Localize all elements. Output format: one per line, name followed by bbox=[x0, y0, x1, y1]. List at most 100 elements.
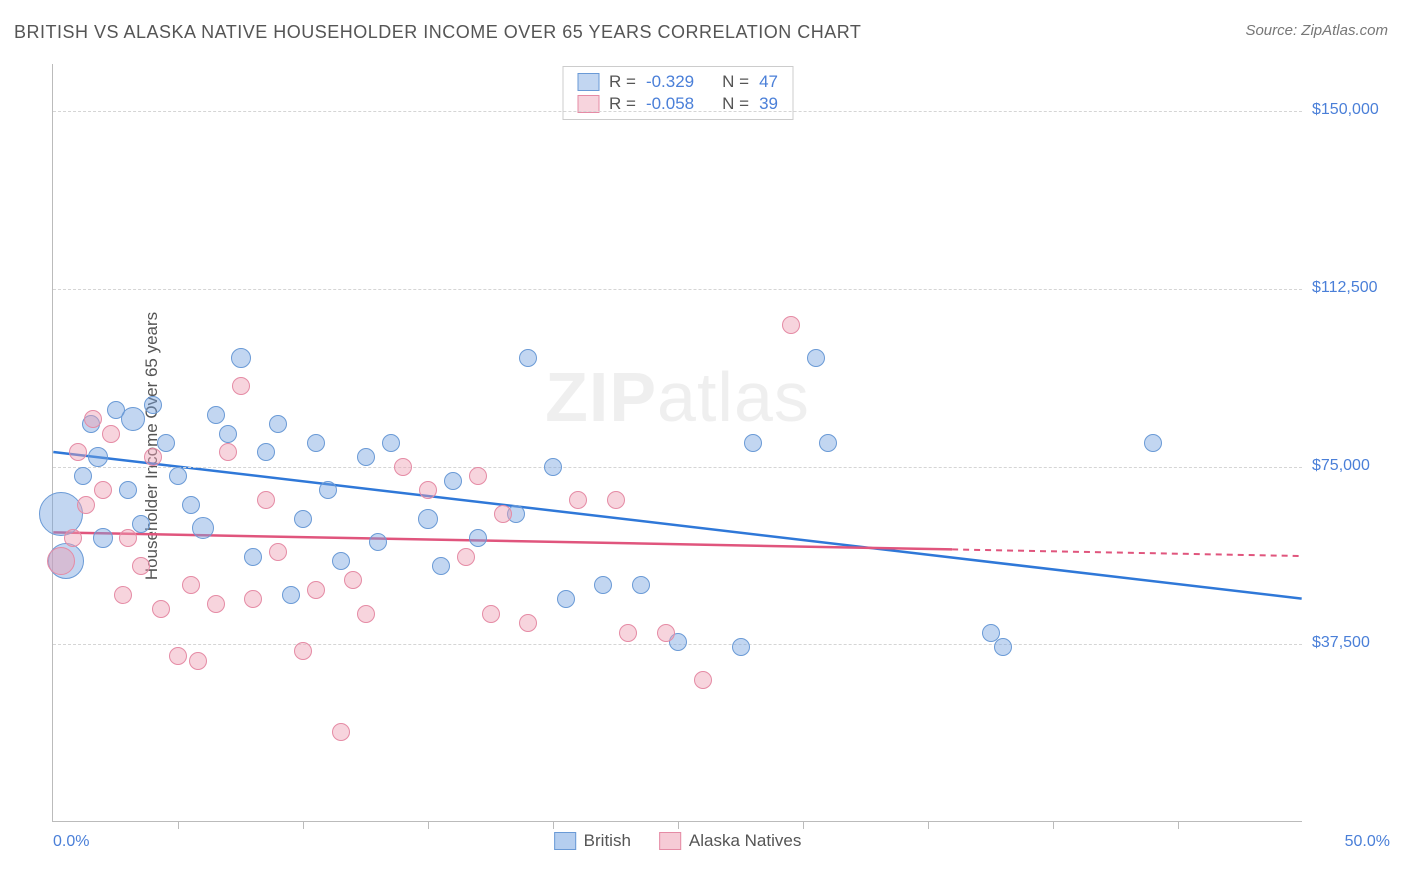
bubble-british bbox=[332, 552, 350, 570]
bubble-alaska bbox=[219, 443, 237, 461]
x-tick bbox=[428, 821, 429, 829]
stats-row: R =-0.329N =47 bbox=[577, 71, 778, 93]
bubble-alaska bbox=[69, 443, 87, 461]
bubble-british bbox=[119, 481, 137, 499]
bubble-alaska bbox=[357, 605, 375, 623]
legend-swatch bbox=[659, 832, 681, 850]
bubble-alaska bbox=[269, 543, 287, 561]
bubble-british bbox=[732, 638, 750, 656]
bubble-british bbox=[192, 517, 214, 539]
x-tick bbox=[1178, 821, 1179, 829]
bubble-british bbox=[132, 515, 150, 533]
bubble-alaska bbox=[152, 600, 170, 618]
y-tick-label: $75,000 bbox=[1312, 457, 1392, 475]
bubble-british bbox=[307, 434, 325, 452]
bubble-alaska bbox=[119, 529, 137, 547]
bubble-alaska bbox=[132, 557, 150, 575]
legend-swatch bbox=[554, 832, 576, 850]
source-attribution: Source: ZipAtlas.com bbox=[1245, 22, 1388, 39]
bubble-british bbox=[207, 406, 225, 424]
legend-item: Alaska Natives bbox=[659, 831, 801, 851]
trend-line bbox=[53, 532, 952, 549]
bubble-british bbox=[257, 443, 275, 461]
legend-label: British bbox=[584, 831, 631, 851]
bubble-british bbox=[469, 529, 487, 547]
x-tick bbox=[178, 821, 179, 829]
bubble-alaska bbox=[344, 571, 362, 589]
bubble-alaska bbox=[64, 529, 82, 547]
bubble-british bbox=[807, 349, 825, 367]
bubble-british bbox=[169, 467, 187, 485]
bubble-alaska bbox=[419, 481, 437, 499]
bubble-alaska bbox=[457, 548, 475, 566]
bubble-british bbox=[157, 434, 175, 452]
stat-n-label: N = bbox=[722, 72, 749, 92]
bubble-british bbox=[88, 447, 108, 467]
bubble-alaska bbox=[94, 481, 112, 499]
bubble-british bbox=[632, 576, 650, 594]
bubble-alaska bbox=[84, 410, 102, 428]
x-axis-start-label: 0.0% bbox=[53, 833, 89, 851]
bubble-british bbox=[418, 509, 438, 529]
bubble-british bbox=[121, 407, 145, 431]
bubble-alaska bbox=[189, 652, 207, 670]
bubble-alaska bbox=[694, 671, 712, 689]
trend-line-extrapolated bbox=[952, 549, 1302, 556]
bubble-alaska bbox=[102, 425, 120, 443]
bubble-alaska bbox=[169, 647, 187, 665]
bubble-british bbox=[432, 557, 450, 575]
bubble-british bbox=[744, 434, 762, 452]
stat-n-value: 47 bbox=[759, 72, 778, 92]
y-tick-label: $37,500 bbox=[1312, 634, 1392, 652]
bubble-alaska bbox=[332, 723, 350, 741]
bubble-alaska bbox=[144, 448, 162, 466]
gridline bbox=[53, 289, 1302, 290]
bubble-british bbox=[144, 396, 162, 414]
bubble-alaska bbox=[782, 316, 800, 334]
x-tick bbox=[928, 821, 929, 829]
x-tick bbox=[678, 821, 679, 829]
bubble-british bbox=[231, 348, 251, 368]
bubble-alaska bbox=[619, 624, 637, 642]
x-tick bbox=[803, 821, 804, 829]
y-tick-label: $150,000 bbox=[1312, 101, 1392, 119]
bubble-alaska bbox=[232, 377, 250, 395]
x-tick bbox=[553, 821, 554, 829]
bubble-british bbox=[994, 638, 1012, 656]
plot-area: ZIPatlas R =-0.329N =47R =-0.058N =39 0.… bbox=[52, 64, 1302, 822]
bubble-british bbox=[382, 434, 400, 452]
bubble-alaska bbox=[607, 491, 625, 509]
series-swatch bbox=[577, 73, 599, 91]
bubble-alaska bbox=[114, 586, 132, 604]
bubble-british bbox=[444, 472, 462, 490]
y-tick-label: $112,500 bbox=[1312, 279, 1392, 297]
bottom-legend: British Alaska Natives bbox=[554, 831, 802, 851]
bubble-alaska bbox=[294, 642, 312, 660]
bubble-alaska bbox=[182, 576, 200, 594]
legend-label: Alaska Natives bbox=[689, 831, 801, 851]
trend-line bbox=[53, 452, 1301, 599]
x-axis-end-label: 50.0% bbox=[1345, 833, 1390, 851]
series-swatch bbox=[577, 95, 599, 113]
bubble-alaska bbox=[482, 605, 500, 623]
bubble-british bbox=[594, 576, 612, 594]
bubble-alaska bbox=[569, 491, 587, 509]
trend-layer bbox=[53, 64, 1302, 821]
gridline bbox=[53, 467, 1302, 468]
bubble-alaska bbox=[207, 595, 225, 613]
bubble-alaska bbox=[519, 614, 537, 632]
chart-title: BRITISH VS ALASKA NATIVE HOUSEHOLDER INC… bbox=[14, 22, 861, 43]
x-tick bbox=[303, 821, 304, 829]
bubble-british bbox=[93, 528, 113, 548]
bubble-british bbox=[544, 458, 562, 476]
bubble-british bbox=[519, 349, 537, 367]
stat-r-label: R = bbox=[609, 72, 636, 92]
bubble-british bbox=[269, 415, 287, 433]
bubble-british bbox=[244, 548, 262, 566]
bubble-british bbox=[819, 434, 837, 452]
x-tick bbox=[1053, 821, 1054, 829]
legend-item: British bbox=[554, 831, 631, 851]
bubble-british bbox=[219, 425, 237, 443]
bubble-alaska bbox=[307, 581, 325, 599]
bubble-british bbox=[1144, 434, 1162, 452]
